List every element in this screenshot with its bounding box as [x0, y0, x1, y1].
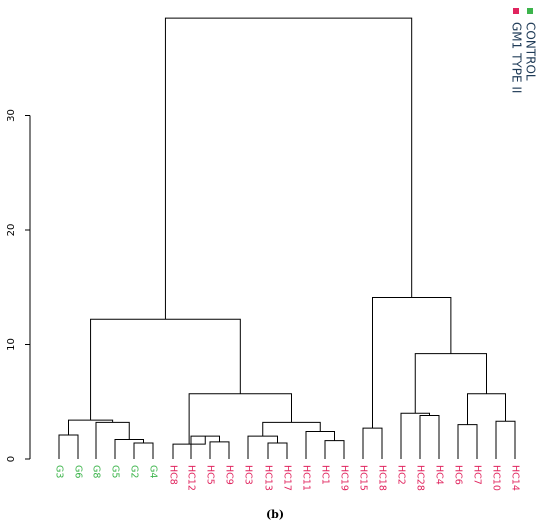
y-tick-label: 10	[6, 338, 17, 351]
leaf-label: G8	[91, 465, 102, 478]
leaf-label: HC4	[434, 465, 445, 485]
dendrogram-link	[209, 441, 230, 459]
dendrogram-link	[372, 297, 452, 429]
y-tick-label: 30	[6, 109, 17, 122]
y-tick-label: 0	[6, 456, 17, 462]
dendrogram-tree	[58, 17, 516, 459]
leaf-label: HC9	[224, 465, 235, 485]
legend-swatch	[527, 8, 533, 14]
dendrogram-link	[164, 17, 413, 320]
dendrogram-link	[114, 439, 144, 459]
dendrogram-link	[90, 318, 241, 421]
dendrogram-link	[324, 440, 345, 459]
leaf-label: HC2	[396, 465, 407, 485]
leaf-label: HC18	[377, 465, 388, 491]
legend-label: GM1 TYPE II	[510, 22, 524, 93]
figure-caption: (b)	[266, 508, 284, 521]
leaf-label: HC8	[168, 465, 179, 485]
leaf-label: G5	[110, 465, 121, 478]
dendrogram-link	[362, 427, 383, 459]
leaf-label: HC10	[491, 465, 502, 491]
leaf-label: G3	[54, 465, 65, 478]
leaf-label: HC15	[358, 465, 369, 491]
leaf-label: HC7	[472, 465, 483, 485]
dendrogram-link	[95, 421, 130, 459]
y-tick-label: 20	[6, 224, 17, 237]
y-axis: 0 10 20 30	[6, 109, 31, 462]
dendrogram-link	[133, 442, 154, 459]
leaf-label: HC14	[510, 465, 521, 491]
leaf-label: HC6	[453, 465, 464, 485]
dendrogram-link	[419, 414, 440, 459]
leaf-label: HC19	[339, 465, 350, 491]
leaf-label: G2	[129, 465, 140, 478]
dendrogram-link	[414, 353, 487, 414]
leaf-label: G4	[148, 465, 159, 478]
dendrogram-link	[457, 424, 478, 459]
dendrogram-link	[495, 420, 516, 459]
dendrogram-link	[305, 431, 335, 459]
leaf-label: HC12	[186, 465, 197, 491]
leaf-label: HC13	[263, 465, 274, 491]
dendrogram-link	[267, 442, 288, 459]
legend-swatch	[513, 8, 519, 14]
legend-label: CONTROL	[524, 22, 538, 81]
dendrogram-link	[400, 412, 430, 459]
leaf-label: HC11	[301, 465, 312, 491]
leaf-labels: G3 G6 G8 G5 G2 G4 HC8 HC12 HC5 HC9 HC3 HC13 HC17 HC11…	[54, 465, 521, 491]
leaf-label: G6	[73, 465, 84, 478]
dendrogram-link	[247, 435, 278, 459]
dendrogram-link	[58, 434, 79, 459]
dendrogram-link	[467, 393, 506, 425]
dendrogram-link	[262, 421, 321, 437]
leaf-label: HC28	[415, 465, 426, 491]
leaf-label: HC5	[205, 465, 216, 485]
leaf-label: HC1	[320, 465, 331, 485]
leaf-label: HC17	[282, 465, 293, 491]
leaf-label: HC3	[243, 465, 254, 485]
